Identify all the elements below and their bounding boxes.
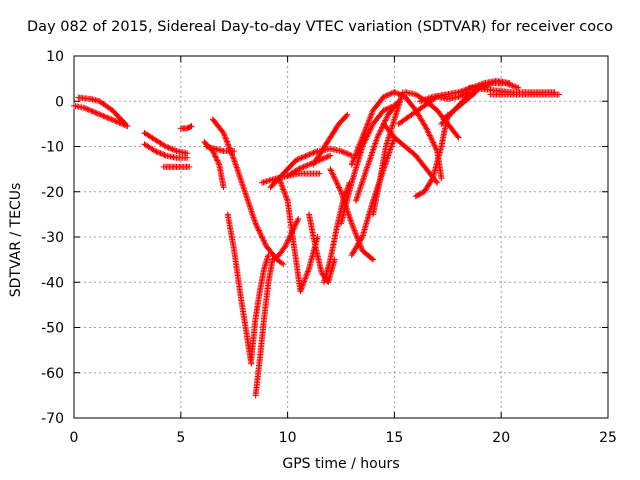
series-arc38 xyxy=(440,89,479,123)
chart-title: Day 082 of 2015, Sidereal Day-to-day VTE… xyxy=(27,19,613,35)
series-markers xyxy=(224,211,255,367)
series-markers xyxy=(412,111,451,200)
series-arc8 xyxy=(201,139,227,191)
series-arc23 xyxy=(338,102,398,227)
x-tick-label: 5 xyxy=(176,430,185,446)
series-markers xyxy=(267,148,321,191)
series-arc25 xyxy=(353,98,402,204)
x-tick-label: 20 xyxy=(492,430,510,446)
series-arc16 xyxy=(267,148,321,191)
series-markers xyxy=(440,89,479,123)
series-arc36 xyxy=(487,91,562,98)
series-markers xyxy=(141,129,191,157)
series-arc9 xyxy=(224,211,255,367)
y-axis-ticks: 10 0 -10 -20 -30 -40 -50 -60 -70 xyxy=(41,49,608,427)
series-markers xyxy=(141,141,191,161)
y-tick-label: 0 xyxy=(55,94,64,110)
series-arc27 xyxy=(348,89,398,168)
x-tick-label: 0 xyxy=(70,430,79,446)
series-arc5 xyxy=(160,163,193,170)
x-tick-label: 15 xyxy=(385,430,403,446)
series-arc19 xyxy=(310,111,351,168)
series-arc1 xyxy=(71,102,131,130)
series-arc4 xyxy=(141,141,191,161)
series-markers xyxy=(248,252,272,363)
series-arc20 xyxy=(316,145,355,159)
series-markers xyxy=(71,102,131,130)
series-markers xyxy=(201,139,227,191)
series-markers xyxy=(338,102,398,227)
series-arc3 xyxy=(141,129,191,157)
series-markers xyxy=(209,116,287,268)
series-markers xyxy=(160,163,193,170)
y-tick-label: -50 xyxy=(41,321,64,337)
series-markers xyxy=(487,91,562,98)
y-tick-label: -20 xyxy=(41,185,64,201)
series-arc2 xyxy=(75,94,129,127)
series-markers xyxy=(75,94,129,127)
x-axis-label: GPS time / hours xyxy=(282,456,400,472)
series-markers xyxy=(353,98,402,204)
series-markers xyxy=(434,89,473,102)
y-tick-label: 10 xyxy=(46,49,64,65)
y-tick-label: -70 xyxy=(41,411,64,427)
y-tick-label: -10 xyxy=(41,140,64,156)
x-axis-ticks: 0 5 10 15 20 25 xyxy=(70,56,617,446)
series-arc32 xyxy=(412,111,451,200)
series-markers xyxy=(252,256,276,399)
series-arc10 xyxy=(248,252,272,363)
series-markers xyxy=(310,111,351,168)
series-arc12 xyxy=(252,256,276,399)
series-arc6 xyxy=(177,123,195,132)
series-markers xyxy=(316,145,355,159)
series-markers xyxy=(348,89,398,168)
grid-lines xyxy=(74,56,608,418)
data-points xyxy=(71,77,562,399)
series-markers xyxy=(177,123,195,132)
x-tick-label: 10 xyxy=(279,430,297,446)
x-tick-label: 25 xyxy=(599,430,617,446)
series-arc37 xyxy=(434,89,473,102)
y-tick-label: -30 xyxy=(41,230,64,246)
y-tick-label: -60 xyxy=(41,366,64,382)
y-tick-label: -40 xyxy=(41,275,64,291)
series-arc11 xyxy=(209,116,287,268)
y-axis-label: SDTVAR / TECUs xyxy=(8,182,24,298)
